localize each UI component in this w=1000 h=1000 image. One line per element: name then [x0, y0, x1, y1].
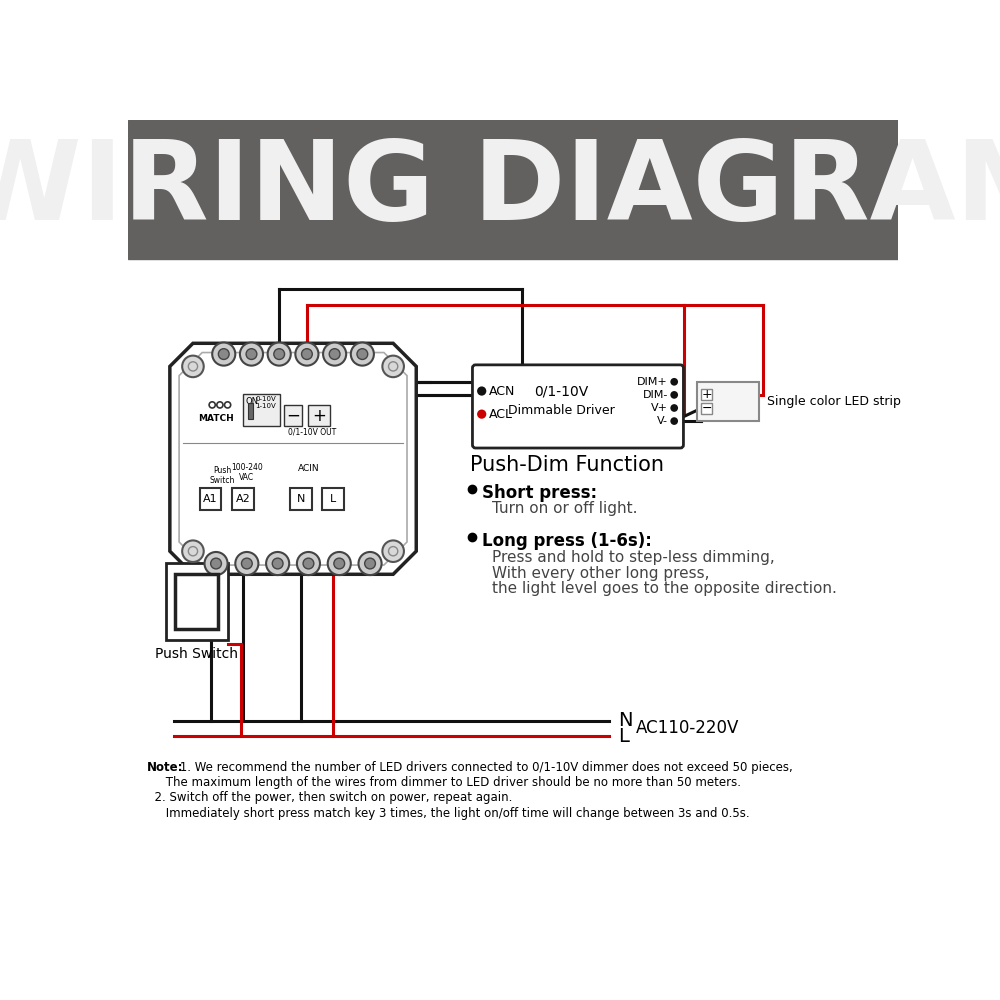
- Circle shape: [382, 356, 404, 377]
- Text: ACIN: ACIN: [298, 464, 319, 473]
- Circle shape: [297, 552, 320, 575]
- Circle shape: [218, 349, 229, 359]
- Circle shape: [302, 349, 312, 359]
- Text: 100-240
VAC: 100-240 VAC: [231, 463, 263, 482]
- Text: −: −: [286, 407, 300, 425]
- Text: MATCH: MATCH: [198, 414, 234, 423]
- Bar: [290, 488, 312, 510]
- Text: Long press (1-6s):: Long press (1-6s):: [482, 532, 652, 550]
- Text: DIM-: DIM-: [643, 390, 668, 400]
- Circle shape: [274, 349, 285, 359]
- Circle shape: [205, 552, 228, 575]
- Circle shape: [241, 558, 252, 569]
- Circle shape: [235, 552, 258, 575]
- Text: ACL: ACL: [489, 408, 513, 421]
- Circle shape: [670, 391, 678, 399]
- Bar: [284, 405, 302, 426]
- Circle shape: [334, 558, 345, 569]
- Text: Push-Dim Function: Push-Dim Function: [470, 455, 664, 475]
- Circle shape: [670, 417, 678, 425]
- Circle shape: [329, 349, 340, 359]
- Text: Press and hold to step-less dimming,: Press and hold to step-less dimming,: [492, 550, 774, 565]
- Text: the light level goes to the opposite direction.: the light level goes to the opposite dir…: [492, 581, 837, 596]
- Text: The maximum length of the wires from dimmer to LED driver should be no more than: The maximum length of the wires from dim…: [147, 776, 741, 789]
- Text: N: N: [618, 711, 632, 730]
- Bar: [248, 403, 253, 419]
- Text: Immediately short press match key 3 times, the light on/off time will change bet: Immediately short press match key 3 time…: [147, 807, 749, 820]
- Bar: [175, 574, 218, 629]
- Text: +: +: [701, 388, 712, 401]
- Circle shape: [351, 343, 374, 366]
- Circle shape: [365, 558, 375, 569]
- Bar: [232, 488, 254, 510]
- Bar: [308, 405, 330, 426]
- Text: ACN: ACN: [489, 385, 516, 398]
- Text: A2: A2: [236, 494, 250, 504]
- Circle shape: [211, 558, 221, 569]
- Circle shape: [240, 343, 263, 366]
- Text: With every other long press,: With every other long press,: [492, 566, 709, 581]
- Text: A1: A1: [203, 494, 218, 504]
- Circle shape: [323, 343, 346, 366]
- Polygon shape: [170, 343, 416, 574]
- FancyBboxPatch shape: [472, 365, 683, 448]
- Text: L: L: [330, 494, 336, 504]
- Bar: [322, 488, 344, 510]
- Bar: [701, 389, 712, 400]
- Text: +: +: [312, 407, 326, 425]
- Circle shape: [272, 558, 283, 569]
- Text: 1. We recommend the number of LED drivers connected to 0/1-10V dimmer does not e: 1. We recommend the number of LED driver…: [176, 761, 793, 774]
- Bar: [166, 563, 228, 640]
- Text: Short press:: Short press:: [482, 484, 598, 502]
- Text: N: N: [297, 494, 305, 504]
- Text: Note:: Note:: [147, 761, 183, 774]
- Text: 0/1-10V: 0/1-10V: [534, 384, 589, 398]
- Bar: [697, 382, 759, 421]
- Circle shape: [328, 552, 351, 575]
- Bar: [128, 120, 898, 259]
- Text: Push
Switch: Push Switch: [210, 466, 235, 485]
- Circle shape: [357, 349, 368, 359]
- Text: 0/1-10V OUT: 0/1-10V OUT: [288, 427, 336, 436]
- Circle shape: [670, 378, 678, 386]
- Circle shape: [303, 558, 314, 569]
- Text: WIRING DIAGRAM: WIRING DIAGRAM: [0, 136, 1000, 243]
- Text: V-: V-: [657, 416, 668, 426]
- Text: DIM+: DIM+: [637, 377, 668, 387]
- Bar: [243, 394, 280, 426]
- Circle shape: [266, 552, 289, 575]
- Bar: [200, 488, 221, 510]
- Circle shape: [382, 540, 404, 562]
- Circle shape: [295, 343, 318, 366]
- Text: Single color LED strip: Single color LED strip: [767, 395, 900, 408]
- Text: Turn on or off light.: Turn on or off light.: [492, 501, 637, 516]
- Text: 1-10V: 1-10V: [255, 403, 276, 409]
- Bar: [701, 403, 712, 414]
- Circle shape: [212, 343, 235, 366]
- Text: Dimmable Driver: Dimmable Driver: [508, 404, 615, 417]
- Text: AC110-220V: AC110-220V: [636, 719, 739, 737]
- Circle shape: [246, 349, 257, 359]
- Circle shape: [268, 343, 291, 366]
- Circle shape: [182, 540, 204, 562]
- Text: 2. Switch off the power, then switch on power, repeat again.: 2. Switch off the power, then switch on …: [147, 791, 512, 804]
- Text: 0-10V: 0-10V: [255, 396, 276, 402]
- Text: −: −: [701, 402, 712, 415]
- Text: Push Switch: Push Switch: [155, 647, 238, 661]
- Circle shape: [358, 552, 382, 575]
- Circle shape: [477, 410, 486, 419]
- Text: L: L: [618, 726, 629, 746]
- Text: V+: V+: [651, 403, 668, 413]
- Circle shape: [477, 386, 486, 396]
- Circle shape: [670, 404, 678, 412]
- Circle shape: [182, 356, 204, 377]
- Text: ON: ON: [245, 397, 258, 406]
